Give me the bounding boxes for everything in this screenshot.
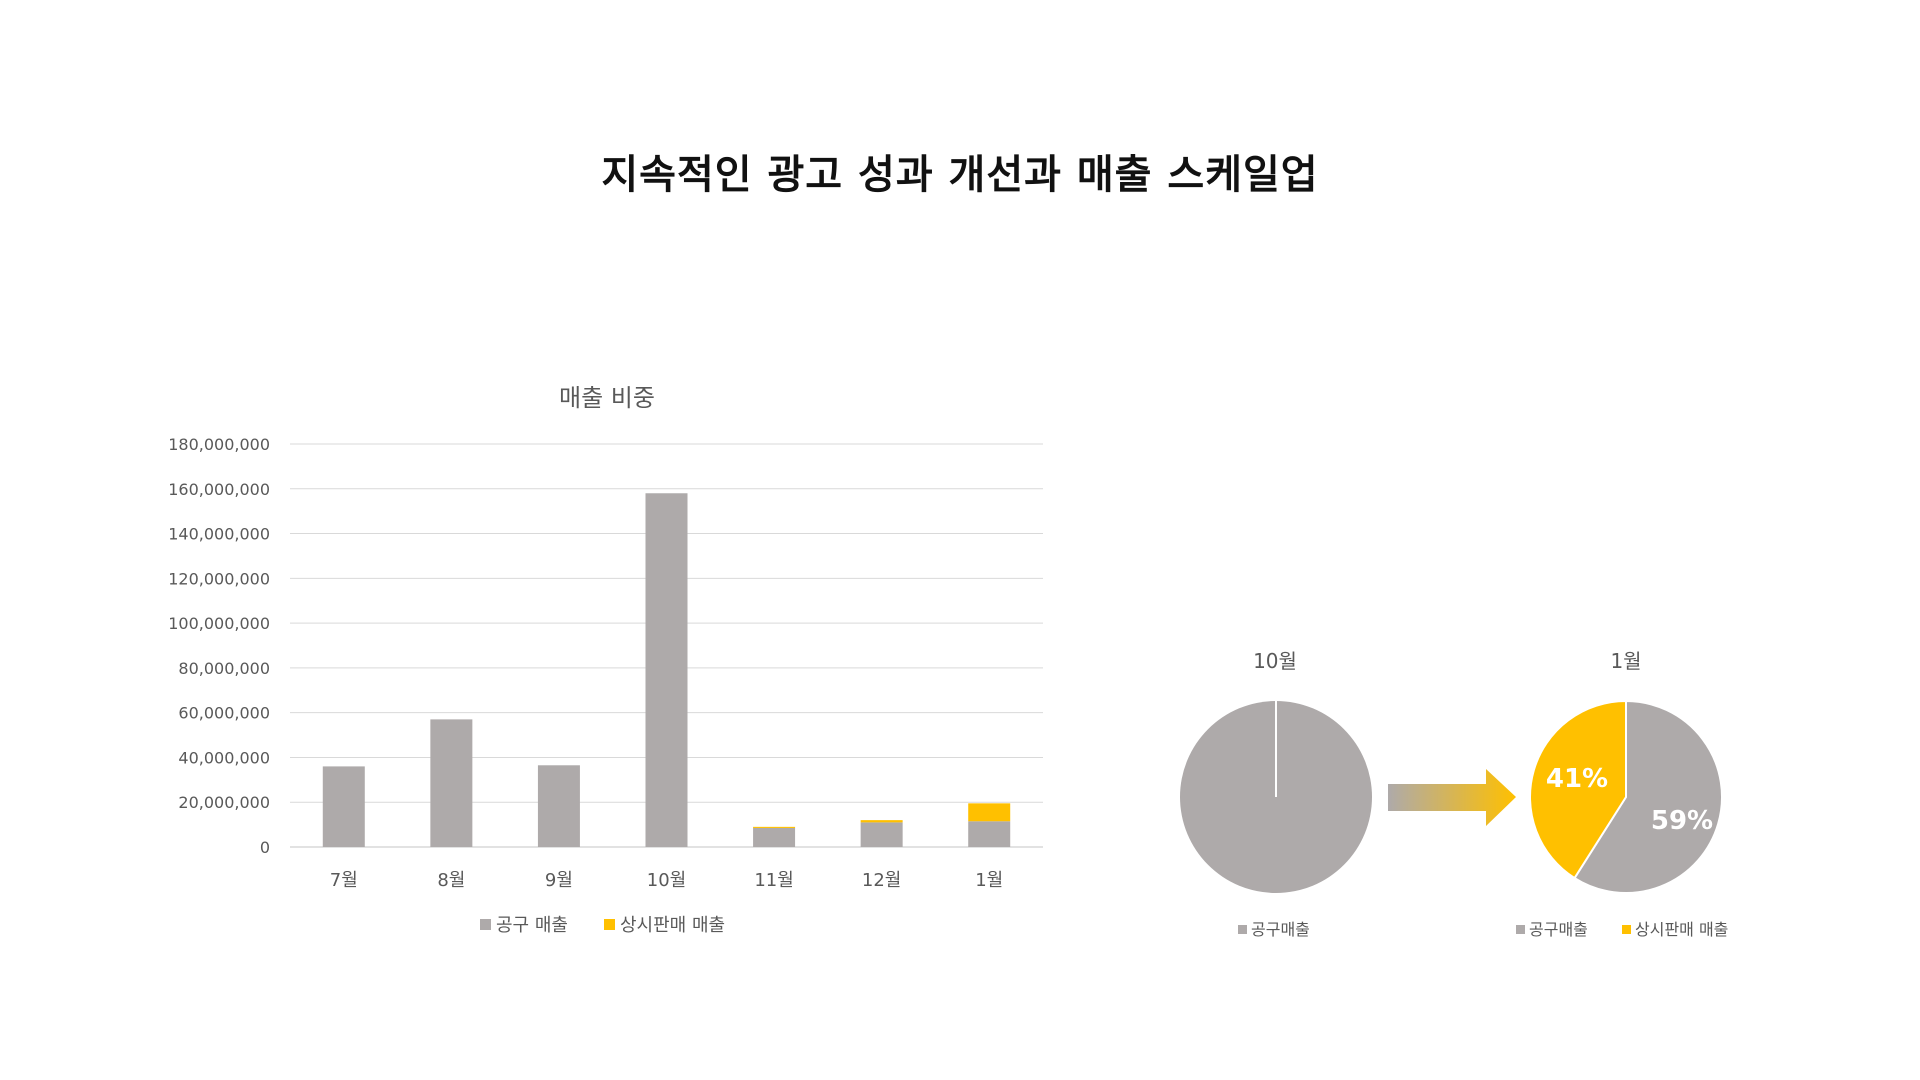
pie-january-slices [1529,699,1723,894]
y-tick-label: 60,000,000 [178,704,270,723]
legend-swatch-gongu [480,919,491,930]
pie-chart-october: 10월 공구매출 [1180,649,1372,939]
y-tick-label: 80,000,000 [178,659,270,678]
bar-gongu [860,822,903,847]
pie-january-slice-sangsi [1529,699,1627,880]
bar-sangsi [753,826,796,828]
x-category-label: 8월 [437,870,465,891]
page-title: 지속적인 광고 성과 개선과 매출 스케일업 [601,152,1319,198]
bar-gongu [968,821,1011,847]
legend-label-sangsi: 상시판매 매출 [620,915,725,936]
x-axis-categories: 7월 8월 9월 10월 11월 12월 1월 [330,870,1003,891]
y-tick-label: 120,000,000 [168,569,270,588]
pie-chart-january: 1월 59% 41% 공구매출 상시판매 매출 [1516,649,1728,939]
bar-chart-title: 매출 비중 [559,384,655,412]
legend-label-gongu: 공구 매출 [496,915,568,936]
y-tick-label: 40,000,000 [178,748,270,767]
x-category-label: 7월 [330,870,358,891]
arrow-icon [1388,769,1516,826]
bar-sangsi [968,803,1011,822]
pie-october-legend-label: 공구매출 [1251,920,1310,939]
pie-october-legend-swatch [1238,925,1247,934]
x-category-label: 10월 [647,870,686,891]
pie-january-title: 1월 [1610,649,1641,673]
y-tick-label: 160,000,000 [168,480,270,499]
y-tick-label: 140,000,000 [168,525,270,544]
bar-legend: 공구 매출 상시판매 매출 [480,915,725,936]
bar-gongu [753,827,796,847]
y-tick-label: 20,000,000 [178,793,270,812]
bar-gongu [430,719,473,847]
bars [322,493,1011,847]
x-category-label: 1월 [975,870,1003,891]
legend-swatch-sangsi [604,919,615,930]
pie-january-legend-swatch-gongu [1516,925,1525,934]
x-category-label: 9월 [545,870,573,891]
bar-gongu [537,765,580,847]
y-tick-label: 100,000,000 [168,614,270,633]
y-tick-label: 180,000,000 [168,435,270,454]
pie-january-legend-swatch-sangsi [1622,925,1631,934]
bar-sangsi [860,820,903,823]
bar-gongu [322,766,365,847]
x-category-label: 11월 [754,870,793,891]
bar-chart: 매출 비중 0 20,000,000 40,000,000 60,000,000 80,… [168,384,1043,936]
transition-arrow [1388,769,1516,826]
pie-january-label-sangsi: 41% [1546,764,1608,794]
pie-january-slice-gongu [1573,699,1723,894]
pie-january-label-gongu: 59% [1651,806,1713,836]
x-category-label: 12월 [862,870,901,891]
bar-gongu [645,493,688,847]
pie-january-legend-label-gongu: 공구매출 [1529,920,1588,939]
y-axis-ticks: 0 20,000,000 40,000,000 60,000,000 80,000,00… [168,435,270,857]
y-tick-label: 0 [260,838,270,857]
pie-october-title: 10월 [1253,649,1297,673]
pie-january-legend-label-sangsi: 상시판매 매출 [1635,920,1728,939]
